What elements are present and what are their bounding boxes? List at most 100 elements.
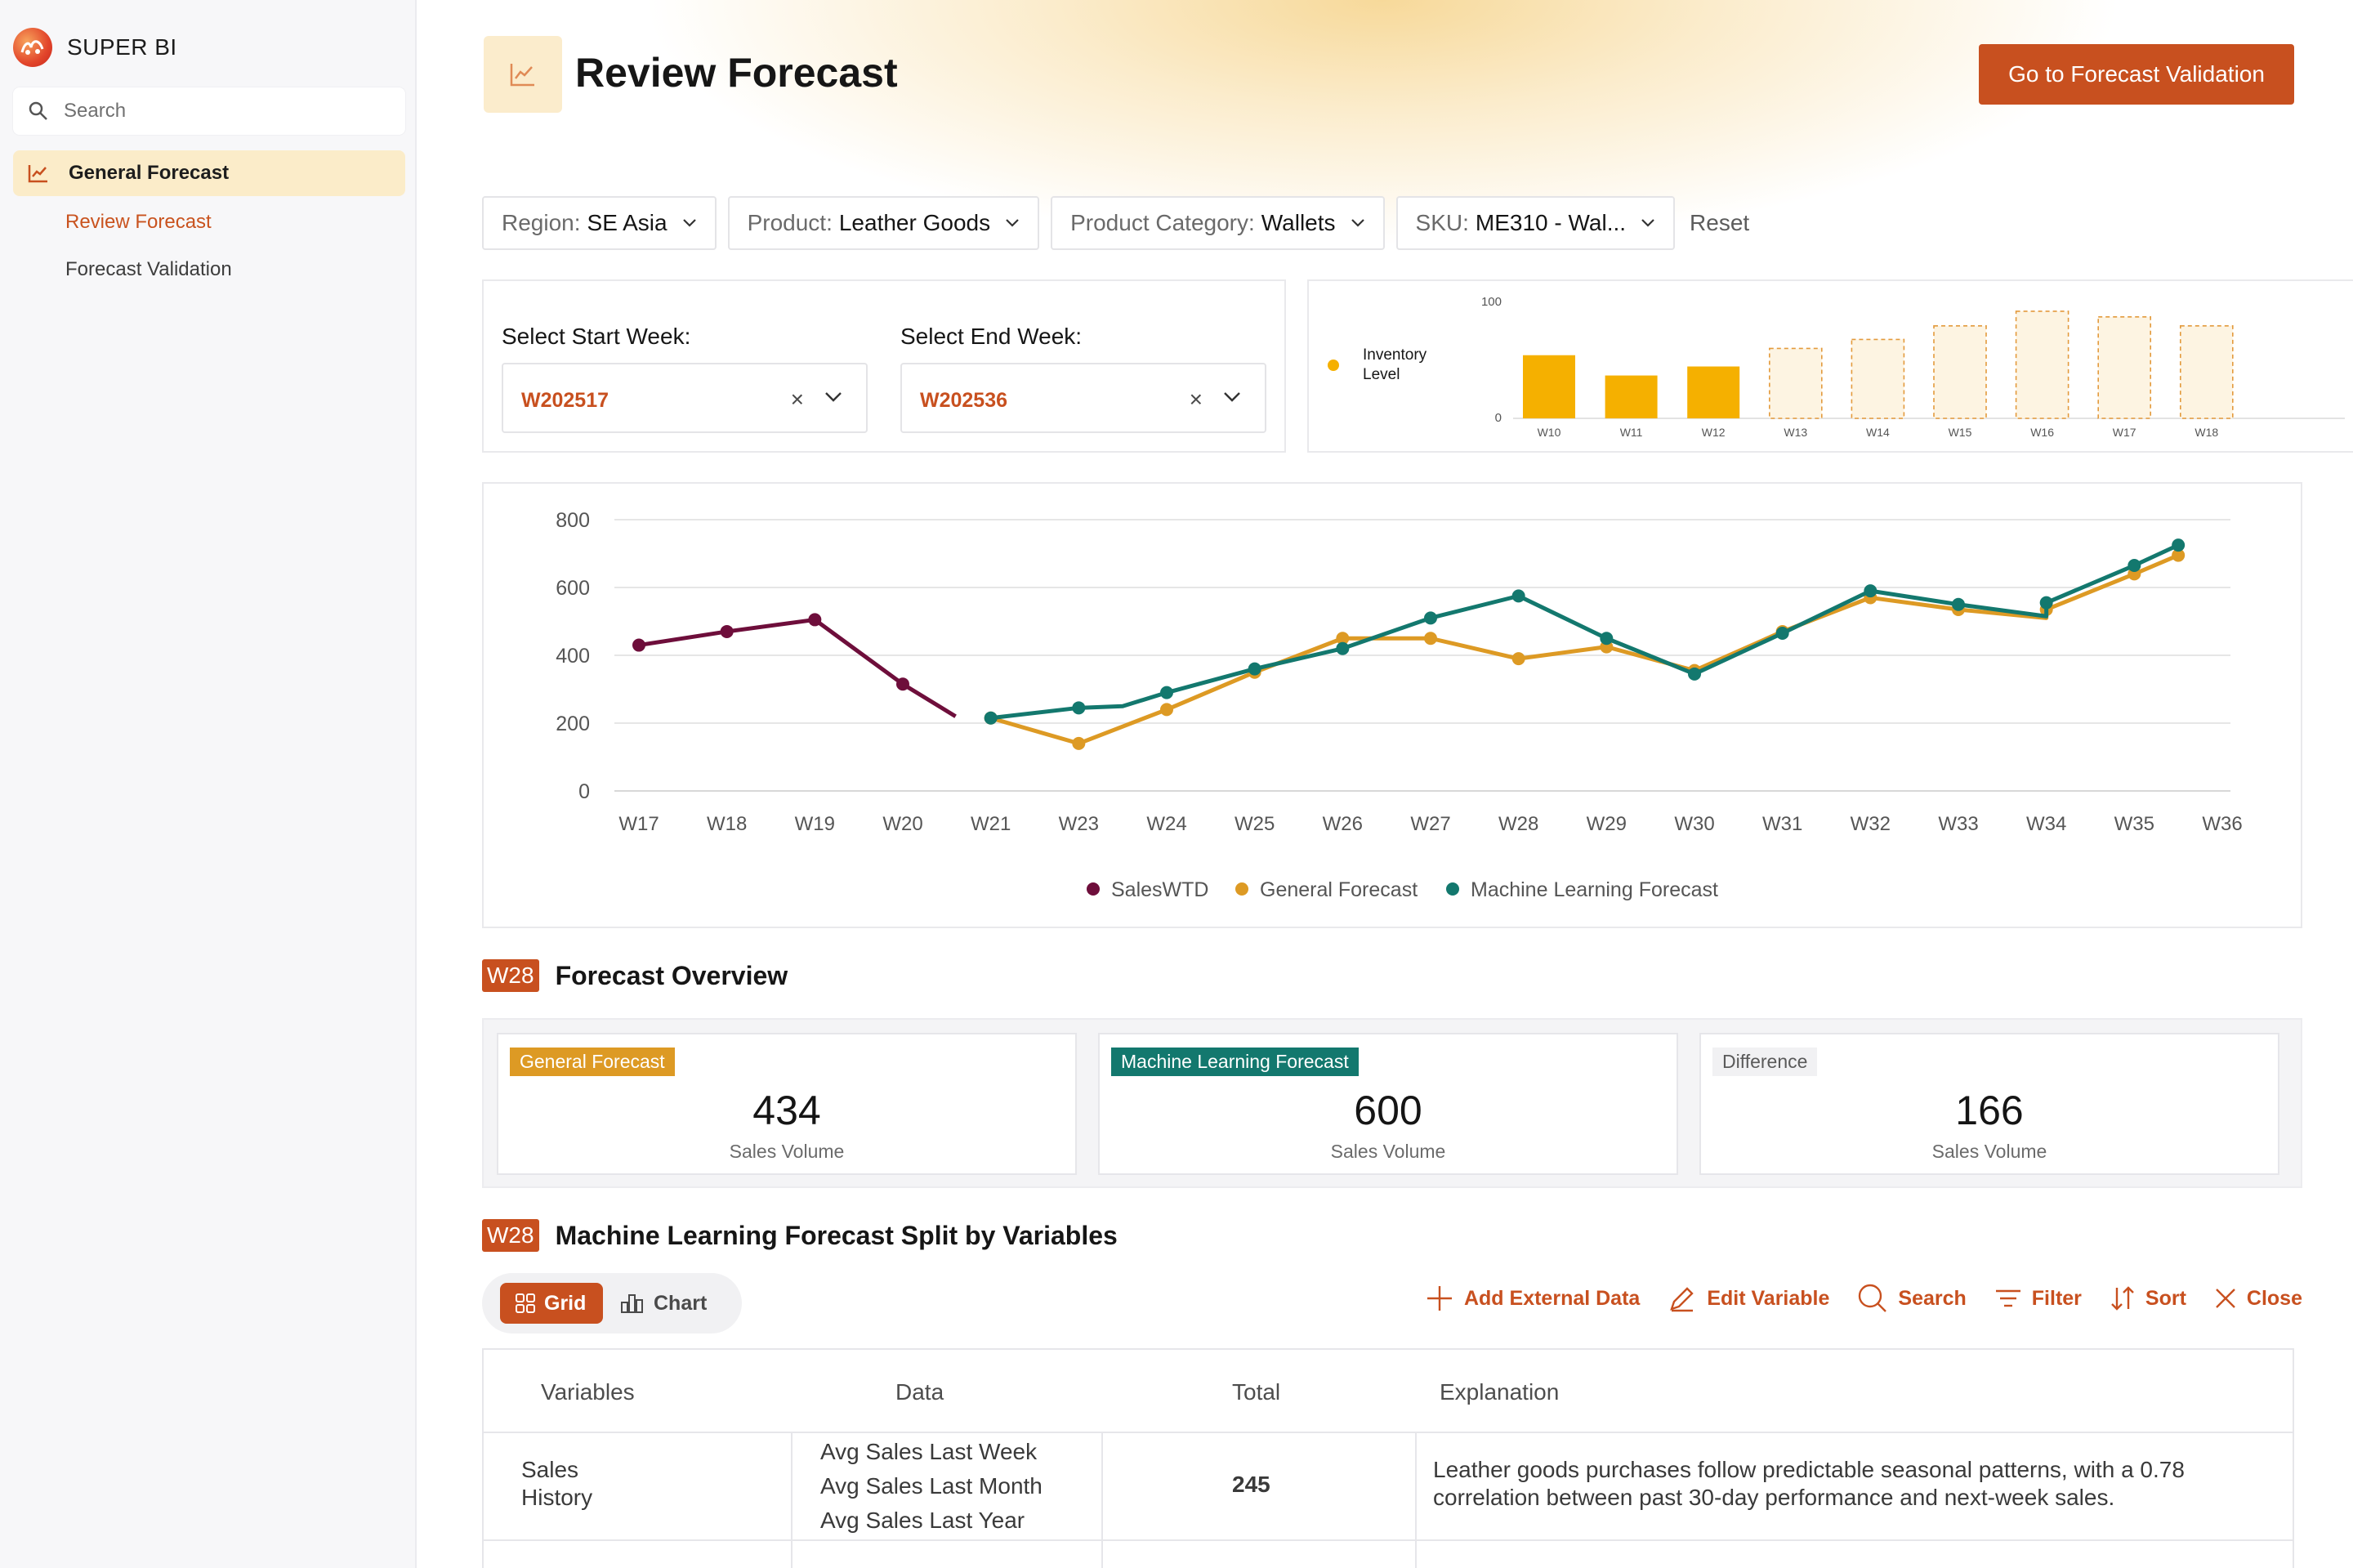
grid-view-button[interactable]: Grid (500, 1283, 603, 1324)
inventory-bar[interactable] (1687, 366, 1740, 418)
search-button[interactable]: Search (1857, 1283, 1967, 1314)
data-point[interactable] (1336, 641, 1350, 655)
data-point[interactable] (2039, 596, 2053, 610)
inventory-bar[interactable] (1851, 338, 1905, 419)
data-point[interactable] (896, 677, 909, 691)
column-header-total[interactable]: Total (1232, 1379, 1281, 1405)
action-label: Edit Variable (1707, 1286, 1830, 1310)
end-week-select[interactable]: W202536 × (900, 363, 1266, 433)
inventory-bar[interactable] (1768, 347, 1823, 419)
data-point[interactable] (1072, 701, 1086, 715)
search-input[interactable] (64, 100, 374, 123)
explanation-cell: Leather goods purchases follow predictab… (1433, 1456, 2185, 1512)
chart-view-button[interactable]: Chart (619, 1283, 707, 1324)
legend-label[interactable]: Machine Learning Forecast (1471, 878, 1718, 901)
week-badge: W28 (482, 1219, 539, 1252)
data-point[interactable] (2172, 538, 2186, 552)
chevron-down-icon[interactable] (1222, 391, 1242, 404)
data-point[interactable] (1160, 686, 1173, 699)
start-week-select[interactable]: W202517 × (502, 363, 868, 433)
chart-legend[interactable]: SalesWTD General Forecast Machine Learning… (1087, 878, 1718, 901)
inventory-bar[interactable] (1523, 355, 1575, 418)
chevron-down-icon[interactable] (824, 391, 843, 404)
sidebar-item-forecast-validation[interactable]: Forecast Validation (65, 258, 232, 280)
chevron-down-icon (1351, 219, 1364, 227)
inventory-bar[interactable] (1605, 375, 1658, 418)
inventory-x-tick: W14 (1866, 426, 1890, 439)
clear-icon[interactable]: × (1189, 386, 1203, 412)
view-toggle: Grid Chart (482, 1273, 742, 1333)
week-range-card: Select Start Week: W202517 × Select End … (482, 279, 1286, 453)
data-point[interactable] (1424, 632, 1437, 646)
x-tick-label: W36 (2202, 813, 2242, 835)
legend-marker (1328, 360, 1339, 371)
plus-icon (1427, 1286, 1452, 1311)
column-header-data[interactable]: Data (895, 1379, 944, 1405)
chart-x-labels: W17 W18 W19 W20 W21 W23 W24 W25 W26 W27 W28 W29 W30 W… (618, 813, 2242, 835)
trend-chart-icon (510, 64, 534, 87)
data-point[interactable] (632, 638, 645, 652)
data-point[interactable] (1072, 736, 1086, 750)
clear-icon[interactable]: × (790, 386, 804, 412)
section-title: Forecast Overview (555, 960, 788, 990)
variable-line: Sales (521, 1457, 579, 1482)
x-tick-label: W26 (1323, 813, 1363, 835)
edit-variable-button[interactable]: Edit Variable (1668, 1284, 1829, 1313)
data-point[interactable] (1424, 611, 1437, 625)
action-label: Close (2246, 1286, 2302, 1310)
sku-filter[interactable]: SKU: ME310 - Wal... (1395, 196, 1676, 250)
go-to-forecast-validation-button[interactable]: Go to Forecast Validation (1979, 44, 2294, 105)
close-button[interactable]: Close (2214, 1287, 2302, 1311)
ml-split-header: W28 Machine Learning Forecast Split by V… (482, 1219, 1118, 1252)
data-point[interactable] (1511, 589, 1525, 603)
data-point[interactable] (1688, 667, 1701, 681)
inventory-x-tick: W15 (1949, 426, 1972, 439)
data-point[interactable] (2128, 559, 2141, 573)
start-week-label: Select Start Week: (502, 324, 691, 349)
sidebar-item-general-forecast[interactable]: General Forecast (13, 150, 405, 196)
legend-label[interactable]: General Forecast (1260, 878, 1418, 901)
x-tick-label: W32 (1851, 813, 1891, 835)
product-filter[interactable]: Product: Leather Goods (727, 196, 1040, 250)
brand[interactable]: SUPER BI (13, 28, 177, 67)
data-point[interactable] (1952, 597, 1965, 611)
sort-button[interactable]: Sort (2110, 1284, 2186, 1312)
column-header-explanation[interactable]: Explanation (1440, 1379, 1560, 1405)
legend-label[interactable]: SalesWTD (1111, 878, 1208, 901)
x-tick-label: W21 (971, 813, 1011, 835)
close-icon (2216, 1289, 2235, 1308)
column-header-variables[interactable]: Variables (541, 1379, 635, 1405)
data-point[interactable] (1864, 584, 1877, 598)
sidebar-item-review-forecast[interactable]: Review Forecast (65, 211, 212, 233)
data-point[interactable] (1248, 662, 1261, 676)
ml-forecast-card: Machine Learning Forecast 600 Sales Volu… (1098, 1033, 1678, 1175)
filter-bar: Region: SE Asia Product: Leather Goods P… (482, 196, 1752, 250)
legend-marker (1235, 882, 1248, 896)
inventory-bar[interactable] (2015, 310, 2069, 419)
region-filter[interactable]: Region: SE Asia (482, 196, 717, 250)
x-tick-label: W19 (795, 813, 835, 835)
data-point[interactable] (1160, 703, 1173, 717)
product-category-filter[interactable]: Product Category: Wallets (1051, 196, 1385, 250)
inventory-bar[interactable] (1933, 325, 1987, 419)
explanation-line: Leather goods purchases follow predictab… (1433, 1457, 2185, 1482)
filter-button[interactable]: Filter (1994, 1286, 2082, 1311)
x-tick-label: W34 (2026, 813, 2066, 835)
reset-button[interactable]: Reset (1690, 210, 1750, 235)
sidebar: SUPER BI General Forecast Review Forecas… (0, 0, 417, 1568)
data-point[interactable] (1600, 632, 1614, 646)
data-point[interactable] (1511, 652, 1525, 666)
data-point[interactable] (720, 624, 734, 638)
x-tick-label: W20 (882, 813, 922, 835)
filter-label: SKU: (1415, 210, 1469, 235)
inventory-bar[interactable] (2180, 325, 2234, 419)
data-point[interactable] (2172, 548, 2186, 562)
inventory-bar[interactable] (2097, 315, 2152, 419)
add-external-data-button[interactable]: Add External Data (1425, 1284, 1640, 1313)
x-tick-label: W24 (1146, 813, 1186, 835)
data-point[interactable] (984, 711, 998, 725)
data-point[interactable] (1775, 627, 1789, 641)
sidebar-search[interactable] (13, 87, 405, 135)
data-point[interactable] (808, 613, 822, 627)
data-point[interactable] (1336, 632, 1350, 646)
